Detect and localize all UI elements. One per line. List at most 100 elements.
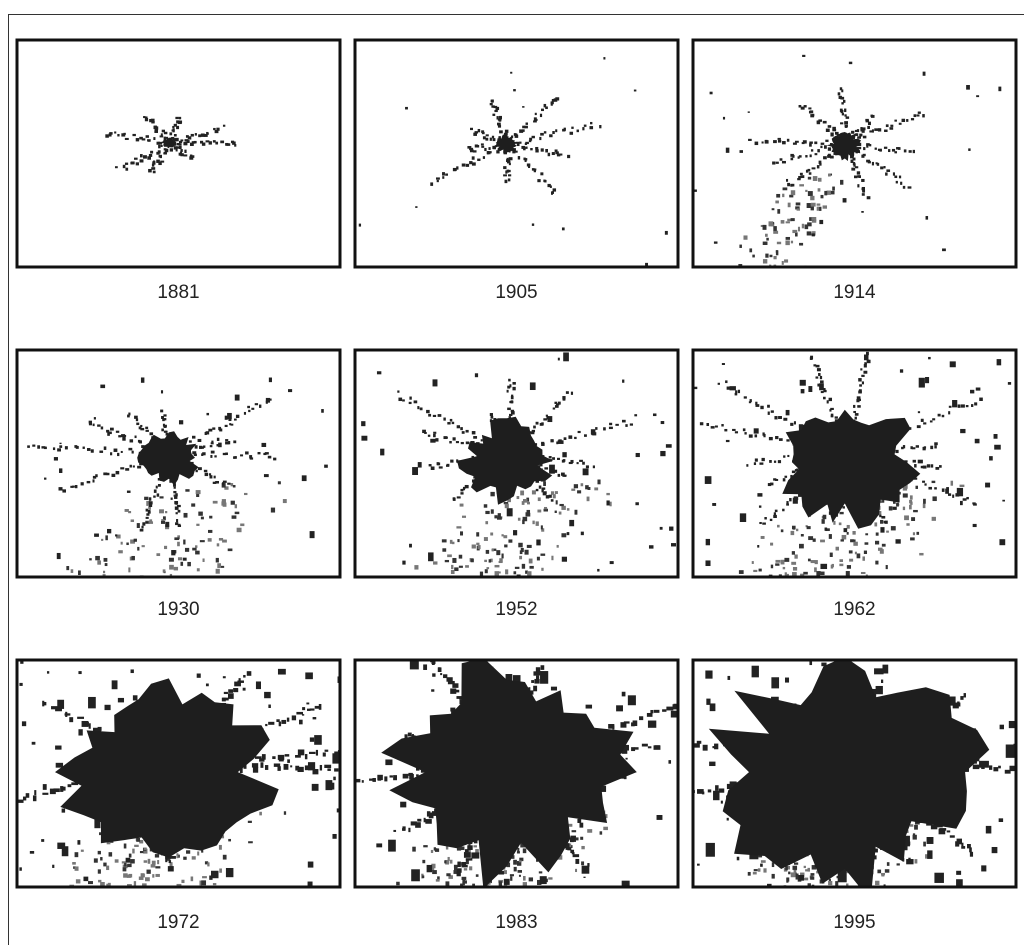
sprawl <box>132 849 134 854</box>
patch <box>179 420 183 424</box>
sprawl <box>228 549 233 552</box>
patch <box>960 429 965 433</box>
settlement <box>934 445 936 448</box>
sprawl <box>522 520 524 524</box>
settlement <box>549 134 552 137</box>
settlement <box>467 146 471 149</box>
patch <box>269 378 272 383</box>
patch <box>997 359 1002 365</box>
patch <box>966 85 970 90</box>
patch <box>223 676 226 678</box>
sprawl <box>532 490 536 494</box>
sprawl <box>519 875 521 877</box>
sprawl <box>93 890 95 894</box>
patch <box>881 680 883 683</box>
sprawl <box>839 522 842 525</box>
sprawl <box>88 881 93 884</box>
sprawl <box>450 540 453 544</box>
settlement <box>225 425 228 427</box>
sprawl <box>798 227 800 232</box>
patch <box>423 664 427 670</box>
sprawl <box>216 569 220 574</box>
settlement <box>408 773 412 776</box>
settlement <box>555 405 559 408</box>
sprawl <box>432 898 435 900</box>
settlement <box>292 715 296 720</box>
settlement <box>302 707 305 710</box>
patch <box>820 564 827 569</box>
settlement <box>110 452 112 455</box>
settlement <box>571 127 573 129</box>
patch <box>760 864 763 867</box>
settlement <box>75 485 77 488</box>
settlement <box>875 148 877 150</box>
sprawl <box>847 565 851 569</box>
sprawl <box>219 868 222 872</box>
sprawl <box>510 876 512 881</box>
patch <box>308 762 315 770</box>
settlement <box>111 474 115 477</box>
sprawl <box>155 874 159 877</box>
settlement <box>507 170 510 173</box>
sprawl <box>915 486 918 489</box>
sprawl <box>426 891 430 894</box>
sprawl <box>903 493 908 497</box>
sprawl <box>105 563 108 566</box>
patch <box>660 451 665 456</box>
sprawl <box>784 558 789 562</box>
settlement <box>42 793 48 795</box>
patch <box>412 467 418 475</box>
sprawl <box>810 581 815 584</box>
settlement <box>210 445 213 447</box>
settlement <box>765 140 769 143</box>
settlement <box>146 517 149 519</box>
settlement <box>143 155 147 158</box>
settlement <box>134 416 138 419</box>
settlement <box>397 390 399 392</box>
settlement <box>791 158 794 161</box>
settlement <box>163 424 165 427</box>
settlement <box>175 493 177 496</box>
settlement <box>149 501 153 504</box>
map-panel <box>27 377 328 593</box>
sprawl <box>192 856 196 859</box>
sprawl <box>840 512 844 514</box>
sprawl <box>843 891 847 894</box>
settlement <box>903 186 905 189</box>
settlement <box>462 163 466 166</box>
map-panel <box>693 55 1001 284</box>
settlement <box>103 472 107 475</box>
settlement <box>912 447 916 449</box>
sprawl <box>476 532 479 536</box>
sprawl <box>183 857 186 860</box>
settlement <box>798 156 800 158</box>
sprawl <box>459 555 462 559</box>
settlement <box>900 182 902 185</box>
patch <box>802 55 805 57</box>
settlement <box>755 458 758 461</box>
sprawl <box>603 827 608 830</box>
settlement <box>57 448 61 451</box>
sprawl <box>865 542 869 544</box>
settlement <box>544 131 546 133</box>
patch <box>706 699 710 705</box>
settlement <box>279 721 281 726</box>
patch <box>999 539 1005 545</box>
settlement <box>147 139 151 141</box>
panel-frame <box>693 40 1016 267</box>
settlement <box>774 461 776 463</box>
patch <box>748 111 750 112</box>
sprawl <box>208 538 212 542</box>
settlement <box>105 134 109 137</box>
settlement <box>429 464 432 466</box>
patch <box>786 410 790 415</box>
patch <box>927 850 932 859</box>
sprawl <box>923 499 926 504</box>
sprawl <box>575 869 577 872</box>
settlement <box>860 368 862 370</box>
sprawl <box>446 873 450 876</box>
patch <box>973 524 977 527</box>
sprawl <box>137 547 139 551</box>
sprawl <box>148 859 151 864</box>
settlement <box>782 161 786 163</box>
